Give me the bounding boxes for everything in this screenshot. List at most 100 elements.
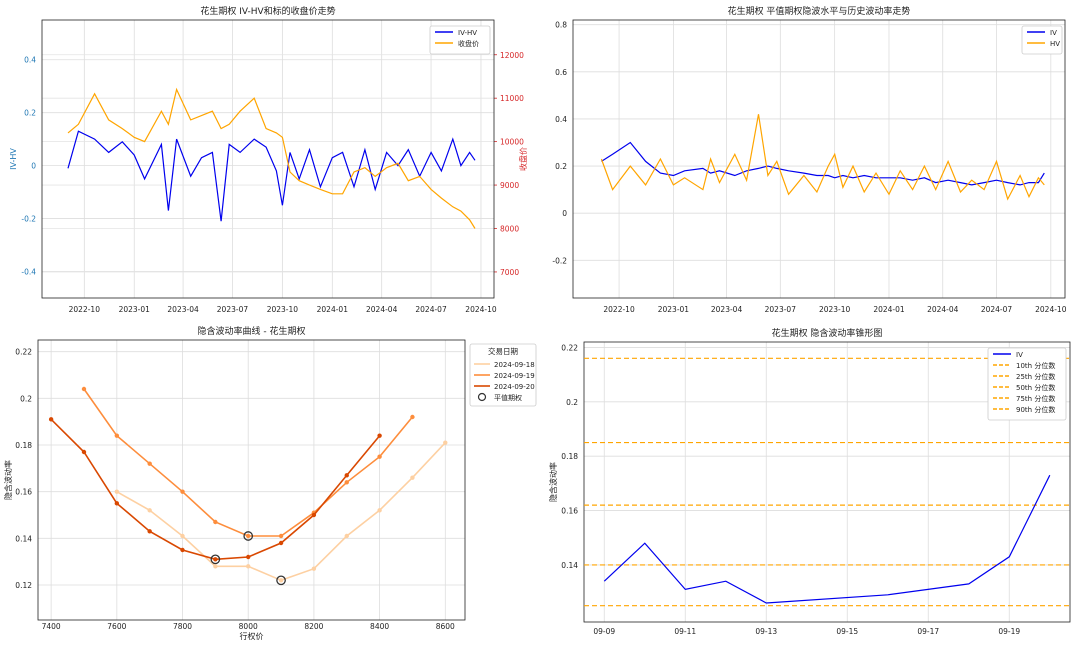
smile-point xyxy=(410,414,415,420)
y2-tick-label: 9000 xyxy=(500,181,519,190)
x-tick-label: 2024-01 xyxy=(317,305,349,314)
y-tick-label: 0 xyxy=(31,162,36,171)
x-tick-label: 09-15 xyxy=(836,627,858,636)
y-tick-label: 0.2 xyxy=(555,162,567,171)
smile-point xyxy=(311,512,317,518)
chart-iv-smile: 7400 7600 7800 8000 8200 8400 8600 0.22 0.2 0.18 0… xyxy=(3,325,537,641)
y-tick-label: 0.16 xyxy=(15,488,32,497)
smile-point xyxy=(48,417,54,422)
x-tick-label: 09-17 xyxy=(917,627,939,636)
y-tick-label: 0.14 xyxy=(561,561,578,570)
smile-point xyxy=(81,386,87,392)
smile-point xyxy=(344,533,349,539)
y-axis-label: 隐含波动率 xyxy=(548,462,558,502)
y-tick-label: 0.4 xyxy=(24,56,36,65)
plot-frame xyxy=(37,339,466,621)
y2-tick-label: 7000 xyxy=(500,268,519,277)
legend-box xyxy=(469,343,537,407)
smile-point xyxy=(114,501,120,506)
y-axis-label: IV-HV xyxy=(9,148,18,170)
smile-point xyxy=(213,557,218,562)
series-line-iv-hv xyxy=(67,130,476,222)
smile-point xyxy=(180,533,185,539)
legend-label: 平值期权 xyxy=(494,393,522,402)
smile-point xyxy=(344,473,349,478)
chart-iv-cone: 09-09 09-11 09-13 09-15 09-17 09-19 0.22 0.2 0.1… xyxy=(548,327,1071,636)
x-tick-label: 7400 xyxy=(42,622,61,631)
legend-label: 50th 分位数 xyxy=(1016,383,1055,392)
legend-label: 收盘价 xyxy=(458,39,479,48)
y-tick-label: 0.14 xyxy=(15,534,32,543)
x-tick-label: 2024-04 xyxy=(927,305,959,314)
chart-title: 花生期权 平值期权隐波水平与历史波动率走势 xyxy=(728,5,911,17)
legend-label: 2024-09-20 xyxy=(494,383,535,391)
smile-point xyxy=(311,566,317,571)
smile-point xyxy=(147,529,152,534)
plot-frame xyxy=(41,19,495,299)
atm-marker xyxy=(210,554,221,565)
legend-box xyxy=(429,25,491,55)
x-tick-label: 09-13 xyxy=(755,627,777,636)
smile-point xyxy=(278,533,284,539)
y-axis-label: 隐含波动率 xyxy=(3,460,13,500)
plot-frame xyxy=(583,341,1071,623)
x-tick-label: 2023-04 xyxy=(167,305,199,314)
y2-tick-label: 10000 xyxy=(500,138,524,147)
x-tick-label: 2023-01 xyxy=(119,305,151,314)
x-tick-label: 2024-07 xyxy=(415,305,447,314)
x-tick-label: 2023-10 xyxy=(819,305,851,314)
y2-axis-label: 收盘价 xyxy=(518,147,528,171)
chart-title: 花生期权 隐含波动率锥形图 xyxy=(772,327,883,339)
smile-point xyxy=(147,461,152,466)
smile-point xyxy=(443,440,448,445)
x-tick-label: 2023-04 xyxy=(711,305,743,314)
smile-point xyxy=(377,508,382,513)
x-tick-label: 2023-10 xyxy=(267,305,299,314)
legend-label: 75th 分位数 xyxy=(1016,394,1055,403)
chart-title: 隐含波动率曲线 - 花生期权 xyxy=(198,325,306,337)
y-tick-label: 0.22 xyxy=(15,348,32,357)
x-tick-label: 2024-07 xyxy=(981,305,1013,314)
chart-title: 花生期权 IV-HV和标的收盘价走势 xyxy=(200,5,335,17)
y-tick-label: 0.2 xyxy=(566,398,578,407)
x-tick-label: 2024-01 xyxy=(873,305,905,314)
legend-label: 2024-09-19 xyxy=(494,372,535,380)
legend-label: 90th 分位数 xyxy=(1016,405,1055,414)
smile-point xyxy=(246,564,251,569)
x-tick-label: 8200 xyxy=(304,622,323,631)
legend-label: 10th 分位数 xyxy=(1016,361,1055,370)
plot-frame xyxy=(572,19,1066,299)
atm-marker xyxy=(243,531,254,541)
legend-label: IV xyxy=(1016,351,1023,359)
x-tick-label: 2022-10 xyxy=(69,305,101,314)
x-tick-label: 2024-10 xyxy=(465,305,497,314)
atm-marker xyxy=(276,575,286,586)
smile-point xyxy=(114,433,120,438)
x-tick-label: 09-11 xyxy=(674,627,696,636)
y-tick-label: -0.4 xyxy=(21,268,36,277)
y2-tick-label: 8000 xyxy=(500,225,519,234)
y-tick-label: 0.2 xyxy=(24,109,36,118)
x-tick-label: 2024-04 xyxy=(366,305,398,314)
smile-point xyxy=(377,454,382,459)
y-tick-label: 0.16 xyxy=(561,507,578,516)
smile-line-2024-09-18 xyxy=(116,442,446,582)
legend-box xyxy=(1021,25,1063,55)
chart-atm-iv-hv: 2022-10 2023-01 2023-04 2023-07 2023-10 2024-… xyxy=(552,5,1066,314)
smile-point xyxy=(344,480,349,485)
smile-point xyxy=(377,433,382,438)
y2-tick-label: 11000 xyxy=(500,94,524,103)
x-tick-label: 2024-10 xyxy=(1035,305,1067,314)
smile-point xyxy=(278,540,284,546)
y-tick-label: 0.18 xyxy=(15,441,32,450)
x-tick-label: 2023-07 xyxy=(765,305,797,314)
smile-point xyxy=(213,564,218,569)
chart-iv-hv-close: 2022-10 2023-01 2023-04 2023-07 2023-10 2024-… xyxy=(9,5,528,314)
x-axis-label: 行权价 xyxy=(240,631,264,641)
legend-label: IV xyxy=(1050,29,1057,37)
y-tick-label: 0 xyxy=(562,209,567,218)
x-tick-label: 2023-01 xyxy=(658,305,690,314)
y-tick-label: 0.12 xyxy=(15,581,32,590)
series-line-iv xyxy=(601,141,1045,186)
